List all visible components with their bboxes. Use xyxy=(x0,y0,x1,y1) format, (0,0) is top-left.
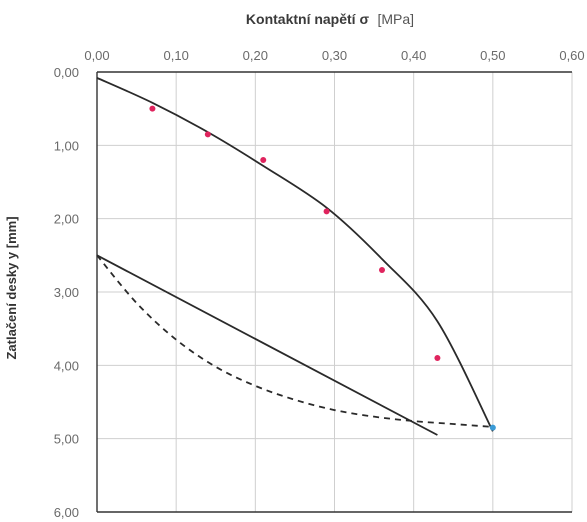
x-axis-title-unit: [MPa] xyxy=(378,11,415,27)
x-tick-label: 0,60 xyxy=(559,48,584,63)
tick-labels: 0,00 0,10 0,20 0,30 0,40 0,50 0,60 0,00 1,00 2,00… xyxy=(54,48,585,520)
x-tick-label: 0,00 xyxy=(84,48,109,63)
data-point xyxy=(204,131,211,138)
y-tick-label: 3,00 xyxy=(54,285,79,300)
y-tick-label: 4,00 xyxy=(54,358,79,373)
x-tick-label: 0,40 xyxy=(401,48,426,63)
x-tick-label: 0,20 xyxy=(243,48,268,63)
series xyxy=(96,77,496,436)
data-point xyxy=(489,424,496,431)
solid-curve-line xyxy=(96,77,494,432)
x-axis-title: Kontaktní napětí σ [MPa] xyxy=(246,11,414,28)
dashed-curve-line xyxy=(96,254,493,428)
axes xyxy=(96,71,572,513)
x-tick-label: 0,30 xyxy=(322,48,347,63)
x-axis-title-main: Kontaktní napětí σ xyxy=(246,11,370,27)
data-point xyxy=(323,208,330,215)
y-axis-title: Zatlačení desky y [mm] xyxy=(4,216,19,359)
x-tick-label: 0,10 xyxy=(164,48,189,63)
data-point xyxy=(149,105,156,112)
y-tick-label: 1,00 xyxy=(54,138,79,153)
y-tick-label: 0,00 xyxy=(54,65,79,80)
data-point xyxy=(260,157,267,163)
data-point xyxy=(434,355,441,361)
y-tick-label: 6,00 xyxy=(54,505,79,520)
x-tick-label: 0,50 xyxy=(480,48,505,63)
y-tick-label: 5,00 xyxy=(54,432,79,447)
y-tick-label: 2,00 xyxy=(54,212,79,227)
solid-curve-line xyxy=(96,254,438,436)
data-point xyxy=(379,267,385,273)
